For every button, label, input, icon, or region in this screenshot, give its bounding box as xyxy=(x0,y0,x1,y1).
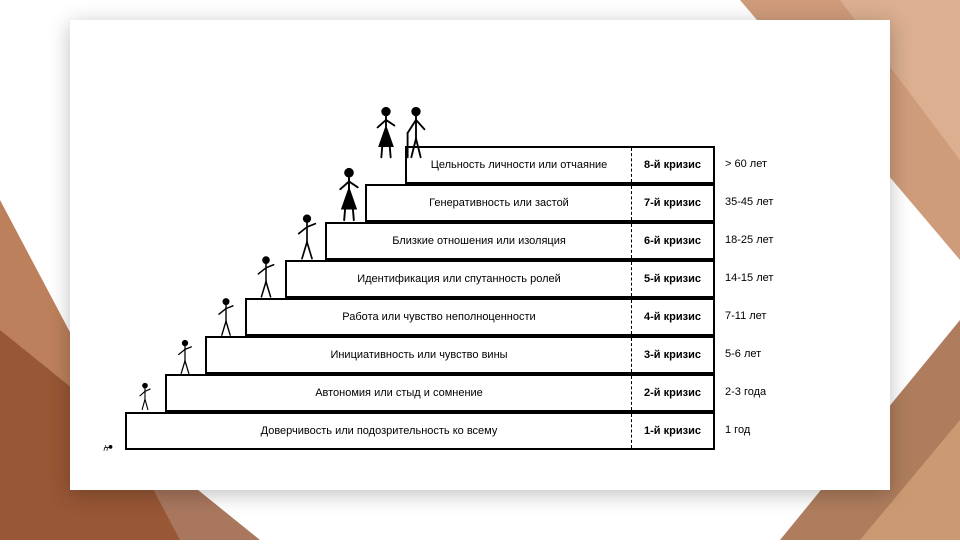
person-figure-stage-3 xyxy=(172,338,198,376)
stage-description: Генеративность или застой xyxy=(367,186,631,220)
stage-step-6: Близкие отношения или изоляция6-й кризис xyxy=(325,222,715,260)
person-figure-stage-8 xyxy=(372,102,400,164)
person-figure-stage-4 xyxy=(213,296,239,338)
person-figure-stage-8 xyxy=(402,102,430,164)
stage-step-8: Цельность личности или отчаяние8-й кризи… xyxy=(405,146,715,184)
stage-step-1: Доверчивость или подозрительность ко все… xyxy=(125,412,715,450)
stage-crisis-label: 6-й кризис xyxy=(631,224,713,258)
stage-description: Близкие отношения или изоляция xyxy=(327,224,631,258)
stage-age-label: 1 год xyxy=(725,424,750,436)
stage-crisis-label: 2-й кризис xyxy=(631,376,713,410)
stage-age-label: 18-25 лет xyxy=(725,234,773,246)
stage-description: Работа или чувство неполноценности xyxy=(247,300,631,334)
stage-age-label: 14-15 лет xyxy=(725,272,773,284)
stage-crisis-label: 1-й кризис xyxy=(631,414,713,448)
stage-description: Автономия или стыд и сомнение xyxy=(167,376,631,410)
stage-age-label: 5-6 лет xyxy=(725,348,761,360)
stage-age-label: 7-11 лет xyxy=(725,310,766,322)
stage-description: Инициативность или чувство вины xyxy=(207,338,631,372)
stage-crisis-label: 8-й кризис xyxy=(631,148,713,182)
stage-step-4: Работа или чувство неполноценности4-й кр… xyxy=(245,298,715,336)
person-figure-stage-5 xyxy=(253,254,279,300)
staircase-diagram: Доверчивость или подозрительность ко все… xyxy=(70,20,890,490)
stage-age-label: > 60 лет xyxy=(725,158,767,170)
stage-crisis-label: 3-й кризис xyxy=(631,338,713,372)
stage-age-label: 35-45 лет xyxy=(725,196,773,208)
stage-step-3: Инициативность или чувство вины3-й кризи… xyxy=(205,336,715,374)
person-figure-stage-7 xyxy=(334,166,364,224)
person-figure-stage-1 xyxy=(90,430,126,452)
stage-step-5: Идентификация или спутанность ролей5-й к… xyxy=(285,260,715,298)
stage-crisis-label: 5-й кризис xyxy=(631,262,713,296)
stage-description: Доверчивость или подозрительность ко все… xyxy=(127,414,631,448)
diagram-card: Доверчивость или подозрительность ко все… xyxy=(70,20,890,490)
stage-crisis-label: 7-й кризис xyxy=(631,186,713,220)
person-figure-stage-6 xyxy=(294,212,320,262)
stage-crisis-label: 4-й кризис xyxy=(631,300,713,334)
stage-step-7: Генеративность или застой7-й кризис xyxy=(365,184,715,222)
stage-step-2: Автономия или стыд и сомнение2-й кризис xyxy=(165,374,715,412)
stage-description: Идентификация или спутанность ролей xyxy=(287,262,631,296)
person-figure-stage-2 xyxy=(132,380,158,414)
stage-age-label: 2-3 года xyxy=(725,386,766,398)
stage-description: Цельность личности или отчаяние xyxy=(407,148,631,182)
